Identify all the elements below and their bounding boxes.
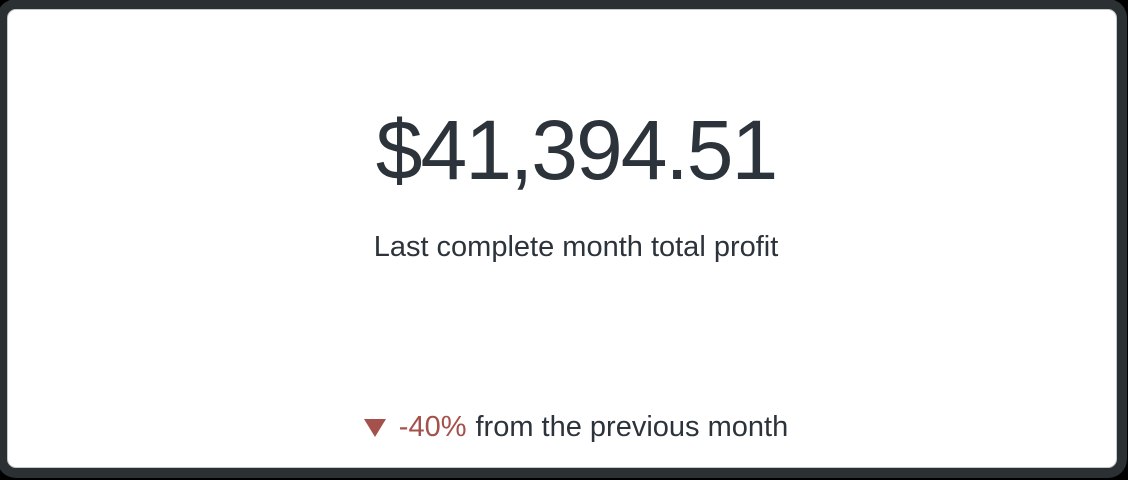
scorecard: $41,394.51 Last complete month total pro… <box>7 9 1117 468</box>
metric-label: Last complete month total profit <box>373 231 779 263</box>
comparison-delta: -40% <box>398 411 467 443</box>
comparison-row: -40% from the previous month <box>363 410 789 444</box>
comparison-text: from the previous month <box>475 411 789 443</box>
trend-down-icon <box>363 419 386 437</box>
metric-value: $41,394.51 <box>375 103 778 197</box>
